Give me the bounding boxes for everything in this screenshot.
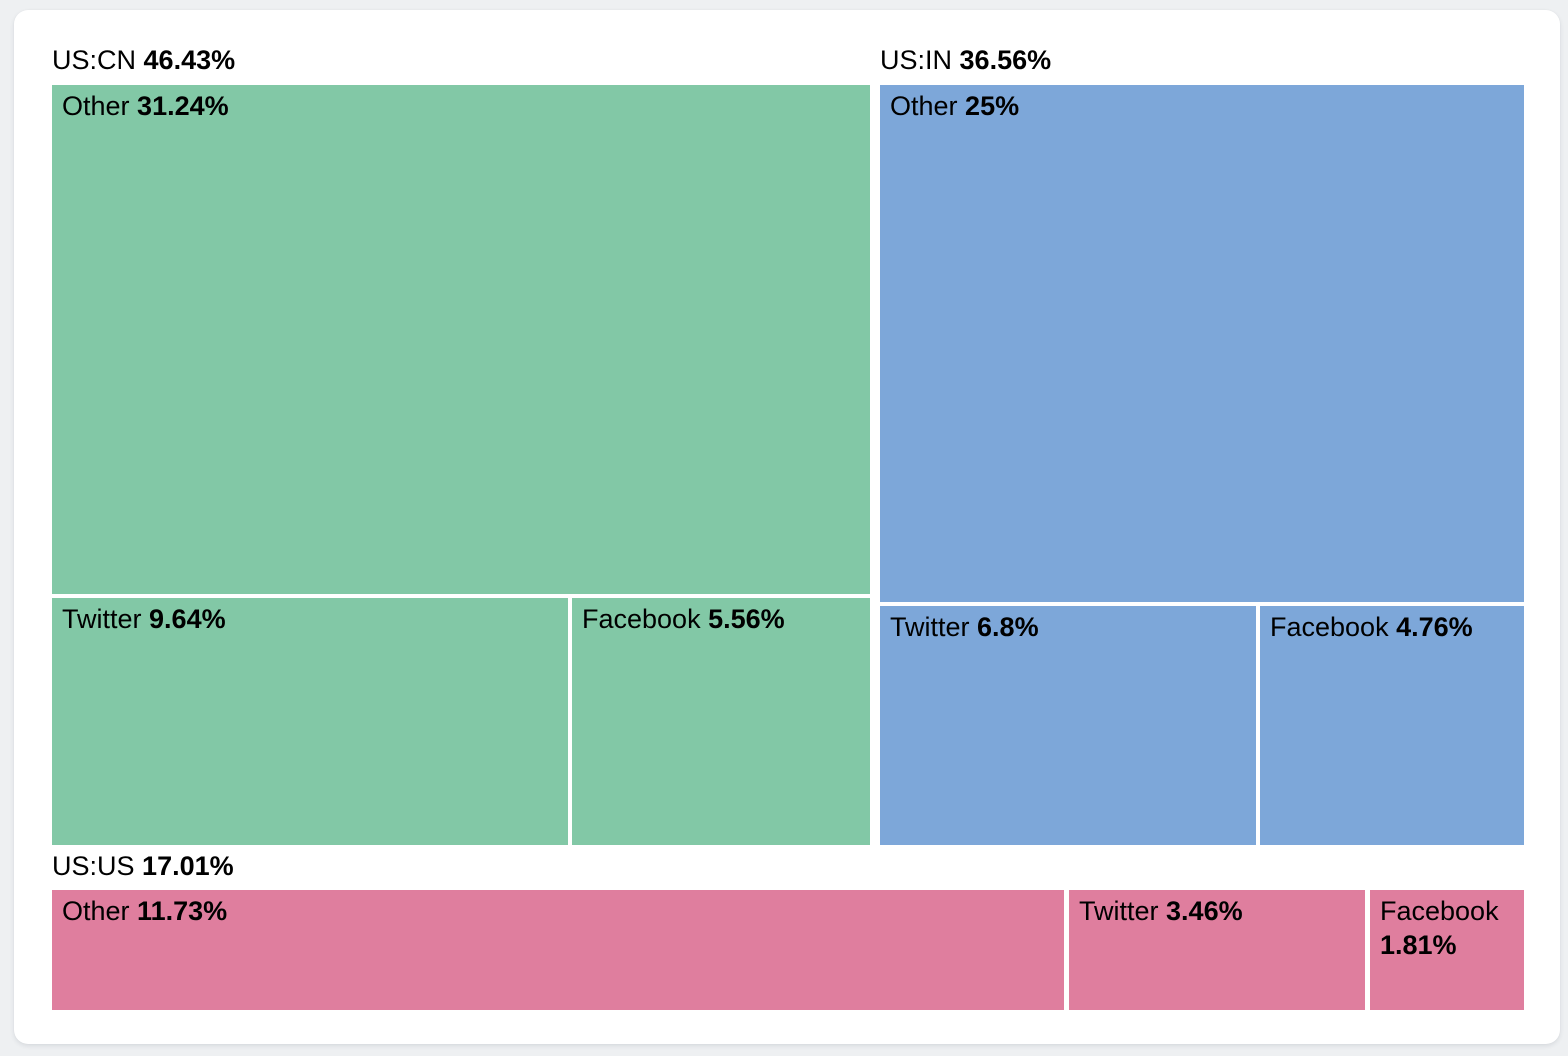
treemap-cell-us-cn-twitter[interactable]: Twitter 9.64% [52,598,568,845]
treemap-cell-us-us-other[interactable]: Other 11.73% [52,890,1064,1010]
cell-value: 31.24% [137,91,229,121]
group-label-us-in: US:IN 36.56% [880,44,1051,77]
cell-name: Twitter [62,604,142,634]
treemap-cell-us-cn-facebook[interactable]: Facebook 5.56% [572,598,870,845]
cell-name: Other [62,91,130,121]
cell-value: 6.8% [977,612,1039,642]
group-value: 46.43% [143,45,236,75]
group-name: US:US [52,851,135,881]
cell-value: 4.76% [1396,612,1473,642]
cell-name: Other [890,91,958,121]
cell-value: 1.81% [1380,930,1457,960]
cell-name: Facebook [1270,612,1389,642]
treemap-cell-us-in-other[interactable]: Other 25% [880,85,1524,602]
group-label-us-cn: US:CN 46.43% [52,44,235,77]
cell-name: Facebook [1380,896,1499,926]
group-value: 36.56% [959,45,1052,75]
treemap-cell-us-in-facebook[interactable]: Facebook 4.76% [1260,606,1524,845]
cell-name: Twitter [1079,896,1159,926]
treemap-cell-us-cn-other[interactable]: Other 31.24% [52,85,870,594]
treemap-cell-us-in-twitter[interactable]: Twitter 6.8% [880,606,1256,845]
group-label-us-us: US:US 17.01% [52,850,234,883]
cell-name: Twitter [890,612,970,642]
cell-value: 5.56% [708,604,785,634]
cell-value: 11.73% [137,896,228,926]
group-value: 17.01% [142,851,234,881]
treemap-cell-us-us-twitter[interactable]: Twitter 3.46% [1069,890,1365,1010]
cell-value: 9.64% [149,604,226,634]
group-name: US:IN [880,45,953,75]
treemap-cell-us-us-facebook[interactable]: Facebook 1.81% [1370,890,1524,1010]
cell-value: 3.46% [1166,896,1243,926]
group-name: US:CN [52,45,137,75]
cell-name: Other [62,896,130,926]
cell-value: 25% [965,91,1020,121]
cell-name: Facebook [582,604,701,634]
